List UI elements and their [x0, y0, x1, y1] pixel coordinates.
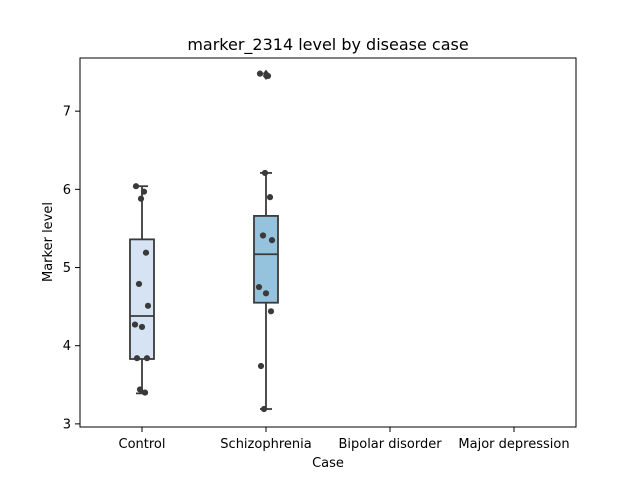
chart-title: marker_2314 level by disease case [187, 35, 468, 55]
data-point [135, 280, 143, 288]
data-point [137, 195, 145, 202]
data-point [144, 302, 152, 309]
data-point [141, 389, 149, 396]
data-point [264, 72, 272, 80]
data-point [140, 188, 148, 195]
data-point [267, 308, 275, 315]
x-tick-label: Bipolar disorder [338, 437, 442, 452]
data-point [143, 355, 151, 362]
iqr-box [129, 238, 155, 360]
y-axis: 3 4 5 6 7 [63, 105, 80, 432]
plot-area [129, 69, 279, 413]
data-point [261, 169, 269, 177]
box-control [129, 185, 155, 395]
y-tick-label: 7 [63, 105, 71, 120]
y-axis-label: Marker level [41, 202, 56, 282]
y-tick-label: 4 [63, 339, 71, 354]
points-schizophrenia [255, 70, 276, 413]
y-tick-label: 5 [63, 261, 71, 276]
data-point [256, 70, 264, 77]
y-tick-label: 3 [63, 417, 71, 432]
data-point [255, 283, 263, 291]
data-point [133, 355, 141, 362]
x-axis-label: Case [312, 456, 344, 471]
data-point [138, 323, 146, 331]
x-tick-label: Schizophrenia [220, 437, 311, 452]
points-control [131, 183, 152, 396]
data-point [266, 194, 274, 201]
x-tick-label: Control [119, 437, 166, 452]
x-axis: Control Schizophrenia Bipolar disorder Majo… [119, 427, 570, 452]
data-point [260, 405, 268, 413]
data-point [136, 386, 144, 393]
data-point [259, 232, 267, 239]
data-point [132, 183, 140, 190]
plot-frame [79, 57, 577, 428]
data-point [131, 321, 139, 328]
data-point [262, 290, 270, 297]
y-tick-label: 6 [63, 183, 71, 198]
x-tick-label: Major depression [458, 437, 569, 452]
data-point [257, 362, 265, 370]
data-point [268, 237, 276, 244]
data-point [142, 249, 150, 256]
